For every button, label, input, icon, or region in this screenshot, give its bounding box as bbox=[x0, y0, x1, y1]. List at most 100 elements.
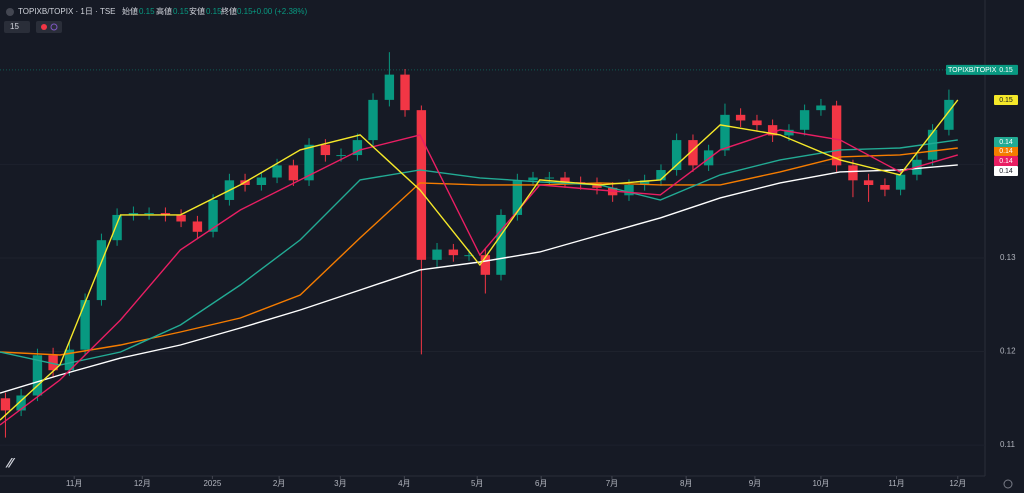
y-tick-label: 0.13 bbox=[1000, 253, 1016, 262]
ma-line bbox=[0, 139, 958, 366]
candle-body bbox=[448, 249, 459, 256]
candle-body bbox=[880, 185, 890, 190]
x-tick-label: 4月 bbox=[398, 479, 410, 488]
x-tick-label: 11月 bbox=[66, 479, 82, 488]
candle-body bbox=[512, 180, 523, 215]
price-tag-label: 0.15 bbox=[999, 97, 1013, 104]
x-tick-label: 9月 bbox=[749, 479, 761, 488]
x-tick-label: 12月 bbox=[949, 479, 966, 488]
candle-body bbox=[368, 99, 378, 141]
price-tag bbox=[994, 166, 1018, 176]
candle-body bbox=[831, 105, 842, 166]
candle-body bbox=[320, 144, 331, 156]
candle-body bbox=[927, 129, 938, 160]
candle-body bbox=[767, 125, 778, 136]
candle-body bbox=[560, 177, 570, 183]
settings-icon[interactable] bbox=[1003, 479, 1013, 489]
high-value: 0.15 bbox=[173, 7, 189, 16]
candle-body bbox=[799, 110, 810, 130]
last-tag bbox=[946, 64, 1018, 75]
indicator-box[interactable] bbox=[4, 21, 30, 33]
x-tick-label: 10月 bbox=[812, 479, 829, 488]
close-label: 終値 bbox=[221, 6, 237, 16]
indicator-count: 15 bbox=[10, 22, 19, 31]
candle-body bbox=[432, 249, 442, 260]
candle-body bbox=[272, 165, 282, 178]
candle-body bbox=[416, 110, 427, 260]
ma-line bbox=[0, 147, 958, 356]
candle-body bbox=[80, 300, 90, 350]
symbol: TOPIXB/TOPIX · 1日 · TSE bbox=[18, 7, 116, 16]
candle-body bbox=[400, 74, 410, 111]
candle-body bbox=[144, 213, 154, 215]
price-tag-label: 0.14 bbox=[999, 168, 1013, 175]
candle-body bbox=[96, 240, 107, 301]
candle-body bbox=[336, 155, 346, 157]
candle-body bbox=[64, 349, 75, 371]
candle-body bbox=[671, 140, 682, 171]
candle-body bbox=[496, 214, 506, 275]
candle-body bbox=[352, 140, 363, 156]
x-tick-label: 12月 bbox=[134, 479, 151, 488]
x-tick-label: 2025 bbox=[203, 479, 221, 488]
x-tick-label: 6月 bbox=[535, 479, 547, 488]
ma-line bbox=[0, 99, 959, 421]
open-value: 0.15 bbox=[139, 7, 155, 16]
candle-body bbox=[656, 170, 666, 181]
x-tick-label: 8月 bbox=[680, 479, 692, 488]
candle-body bbox=[752, 120, 762, 126]
candle-body bbox=[256, 177, 267, 185]
candle-body bbox=[32, 355, 43, 396]
candle-body bbox=[176, 214, 186, 222]
x-tick-label: 2月 bbox=[273, 479, 285, 488]
price-tag bbox=[994, 137, 1018, 147]
price-tag-label: 0.14 bbox=[999, 148, 1013, 155]
candle-body bbox=[384, 74, 395, 100]
candle-body bbox=[863, 180, 874, 185]
last-tag-name: TOPIXB/TOPIX bbox=[948, 67, 997, 74]
candle-body bbox=[464, 255, 474, 257]
low-value: 0.15 bbox=[206, 7, 222, 16]
symbol-icon bbox=[6, 8, 14, 16]
candle-body bbox=[688, 140, 698, 166]
candle-body bbox=[112, 214, 122, 241]
icon bbox=[50, 23, 58, 31]
price-tag bbox=[994, 156, 1018, 166]
candle-body bbox=[128, 213, 139, 215]
price-tag-label: 0.14 bbox=[999, 139, 1013, 146]
candle-body bbox=[0, 398, 11, 411]
candle-body bbox=[848, 165, 858, 181]
candle-body bbox=[208, 199, 218, 232]
candle-body bbox=[192, 221, 203, 232]
icon bbox=[41, 24, 47, 30]
candle-body bbox=[592, 183, 602, 188]
x-tick-label: 3月 bbox=[334, 479, 346, 488]
candle-body bbox=[304, 144, 314, 181]
candle-body bbox=[528, 177, 538, 181]
price-tag bbox=[994, 95, 1018, 105]
candle-body bbox=[48, 355, 58, 371]
ma-line bbox=[0, 164, 958, 394]
low-label: 安値 bbox=[189, 6, 205, 16]
close-value: 0.15 bbox=[237, 7, 253, 16]
candle-body bbox=[784, 129, 794, 136]
candle-body bbox=[288, 165, 299, 181]
x-tick-label: 5月 bbox=[471, 479, 483, 488]
y-tick-label: 0.12 bbox=[1000, 347, 1016, 356]
candle-body bbox=[544, 177, 555, 179]
y-tick-label: 0.11 bbox=[1000, 440, 1016, 449]
high-label: 高値 bbox=[156, 6, 172, 16]
candle-body bbox=[639, 180, 650, 185]
x-tick-label: 11月 bbox=[888, 479, 904, 488]
candle-body bbox=[735, 114, 746, 121]
price-tag bbox=[994, 146, 1018, 156]
change: +0.00 (+2.38%) bbox=[252, 7, 307, 16]
candle-body bbox=[816, 105, 826, 111]
logo: ⁄⁄ bbox=[5, 455, 15, 471]
candle-body bbox=[720, 114, 730, 151]
candle-body bbox=[16, 395, 26, 411]
indicator-icons[interactable] bbox=[36, 21, 62, 33]
candle-body bbox=[160, 213, 171, 215]
